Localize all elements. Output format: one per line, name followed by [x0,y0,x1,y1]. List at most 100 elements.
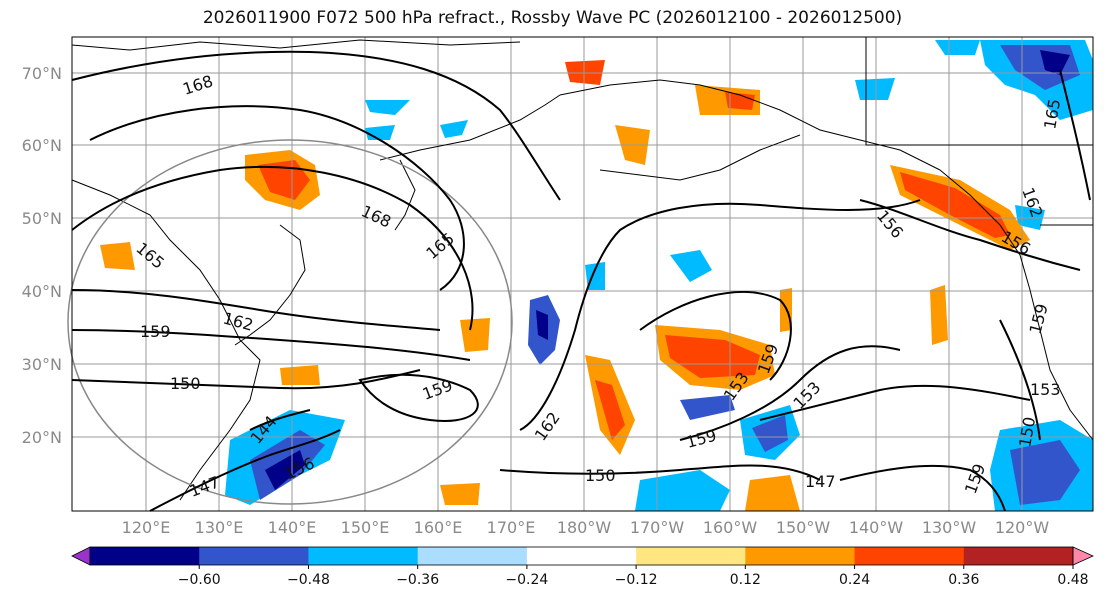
colorbar-tick-label: 0.12 [730,572,761,588]
lon-label: 150°E [341,518,390,537]
contour-162 [71,289,441,331]
lat-label: 70°N [22,64,62,83]
shade-red-ne [900,172,1010,238]
coast-aleutians [599,134,801,181]
colorbar-tick-label: −0.48 [287,572,330,588]
shade-orange-w2 [100,242,135,270]
colorbar-border [89,546,1074,566]
border-canada [865,37,1093,146]
lon-label: 130°E [195,518,244,537]
contour-159 [71,329,471,361]
lon-label: 170°E [487,518,536,537]
shade-red-c2 [595,380,625,440]
lon-label: 120°W [995,518,1050,537]
lat-label: 50°N [22,209,62,228]
contour-label: 147 [805,472,836,491]
shade-navy-mid [536,310,548,340]
coast-siberia [71,39,521,51]
contour-150 [71,369,421,390]
coast-kamchatka [394,159,416,231]
colorbar-tick-label: −0.24 [505,572,548,588]
contour-147-east [839,464,1006,512]
chart-title: 2026011900 F072 500 hPa refract., Rossby… [202,8,903,28]
shade-blue-s2 [680,395,735,420]
shade-blue-s [635,470,730,511]
shade-darkblue-se [1010,440,1080,505]
map-border [71,36,1094,512]
coast-asia [71,179,261,501]
colorbar-tick-label: −0.36 [396,572,439,588]
shade-navy-ne [1040,50,1070,75]
positive-shading [100,60,1030,511]
contour-165 [71,165,474,331]
coast-okhotsk [379,94,561,161]
contour-159-ne [999,319,1041,441]
contour-159-loop [358,373,479,422]
lat-label: 40°N [22,282,62,301]
shade-red-c [665,335,760,378]
colorbar-segment [963,547,1074,565]
map-background [72,37,1093,511]
contour-147 [149,429,341,512]
lon-label: 150°W [776,518,831,537]
coast-namerica [939,169,1094,441]
lon-label: 120°E [122,518,171,537]
shade-orange-w3 [280,365,320,385]
colorbar-segment [417,547,528,565]
shade-blue-n1 [365,100,410,115]
colorbar-segment [199,547,309,565]
contour-156 [859,199,1081,271]
coast-japan [234,224,306,346]
contour-165-ne [1059,69,1091,201]
shade-blue-n4 [855,78,895,100]
colorbar-segment [90,547,200,565]
colorbar-segment [308,547,419,565]
contour-168 [89,105,465,291]
colorbar-segment [854,547,965,565]
contour-150-south [499,464,821,481]
shade-orange-sw [440,483,480,505]
colorbar-tick-label: −0.12 [615,572,658,588]
colorbar-segment [636,547,746,565]
negative-shading [225,40,1093,511]
colorbar-tick-label: 0.36 [948,572,979,588]
colorbar-tick-label: 0.48 [1057,572,1088,588]
contour-label: 159 [140,322,171,341]
latitude-labels: 70°N 60°N 50°N 40°N 30°N 20°N [22,64,62,447]
lon-label: 140°E [268,518,317,537]
contour-label: 150 [585,466,616,485]
contour-153-east [759,384,1031,421]
lat-label: 30°N [22,355,62,374]
lat-label: 60°N [22,136,62,155]
lon-label: 180°W [557,518,612,537]
shade-orange-w [460,318,490,352]
colorbar-tick-label: −0.60 [178,572,221,588]
shade-blue-top [935,40,980,55]
contour-153-ridge [639,291,792,381]
shade-blue-c1 [670,250,712,282]
shade-darkblue-sc [752,415,788,452]
contours [71,50,1091,512]
reference-circle [67,139,513,505]
contour-label: 153 [1030,380,1061,399]
shade-red-n1 [725,92,755,110]
coastlines [71,37,1094,501]
lat-label: 20°N [22,428,62,447]
shade-orange-e [930,285,948,345]
contour-label: 150 [170,374,201,393]
colorbar-extend-high [1072,546,1094,566]
shade-orange-s [745,475,800,511]
shade-navy-sw [265,450,305,490]
graticule [72,37,1093,511]
contour-168-outer [71,50,561,201]
lon-label: 140°W [849,518,904,537]
lon-label: 160°E [414,518,463,537]
colorbar-segment [745,547,856,565]
colorbar-segment [526,547,637,565]
lon-label: 160°W [703,518,758,537]
map-panel: 168 168 165 165 162 159 159 150 162 159 … [67,36,1094,512]
contour-159-east [679,345,901,441]
longitude-labels: 120°E 130°E 140°E 150°E 160°E 170°E 180°… [122,518,1050,537]
contour-144 [249,409,311,431]
